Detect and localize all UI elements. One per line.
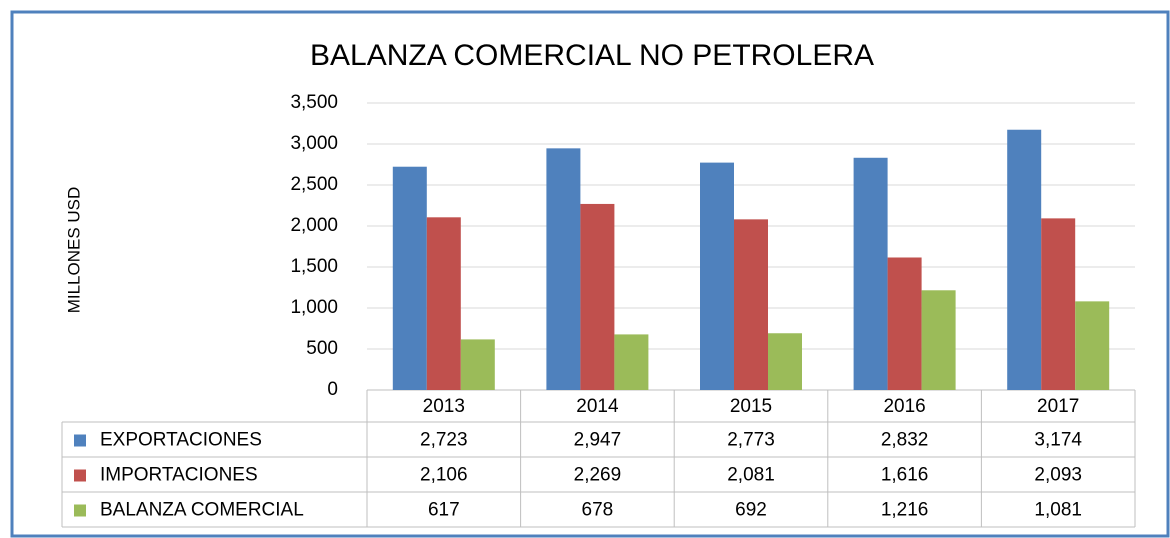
table-value: 692 bbox=[735, 500, 767, 521]
legend-key bbox=[74, 504, 86, 517]
bar bbox=[734, 219, 768, 390]
bar bbox=[853, 157, 888, 390]
bar bbox=[700, 162, 734, 390]
table-value: 2,093 bbox=[1034, 465, 1082, 486]
y-tick-label: 3,500 bbox=[290, 92, 338, 113]
table-value: 1,616 bbox=[881, 465, 929, 486]
table-value: 2,773 bbox=[727, 430, 775, 451]
legend-key bbox=[74, 434, 86, 447]
x-tick-label: 2017 bbox=[1037, 396, 1079, 417]
y-tick-label: 3,000 bbox=[290, 133, 338, 154]
y-tick-label: 500 bbox=[306, 338, 338, 359]
legend-label: EXPORTACIONES bbox=[100, 430, 262, 451]
bar bbox=[580, 203, 615, 390]
bar bbox=[546, 148, 581, 390]
bar bbox=[392, 166, 427, 390]
table-value: 2,081 bbox=[727, 465, 775, 486]
bar bbox=[460, 339, 495, 390]
x-tick-label: 2013 bbox=[423, 396, 465, 417]
y-tick-label: 1,500 bbox=[290, 256, 338, 277]
table-value: 3,174 bbox=[1034, 430, 1082, 451]
y-tick-label: 2,000 bbox=[290, 215, 338, 236]
table-value: 2,106 bbox=[420, 465, 468, 486]
bar bbox=[1007, 129, 1042, 390]
x-tick-label: 2016 bbox=[883, 396, 925, 417]
table-value: 2,832 bbox=[881, 430, 929, 451]
legend-key bbox=[74, 469, 86, 482]
bar bbox=[614, 334, 649, 390]
bar bbox=[1041, 218, 1076, 390]
chart-title: BALANZA COMERCIAL NO PETROLERA bbox=[310, 39, 874, 72]
table-value: 2,947 bbox=[574, 430, 622, 451]
y-tick-label: 2,500 bbox=[290, 174, 338, 195]
legend-label: BALANZA COMERCIAL bbox=[100, 500, 304, 521]
bar bbox=[768, 333, 802, 390]
table-value: 1,216 bbox=[881, 500, 929, 521]
y-tick-label: 0 bbox=[327, 379, 338, 400]
bar bbox=[426, 217, 461, 390]
y-axis-label: MILLONES USD bbox=[64, 187, 83, 314]
table-value: 2,269 bbox=[574, 465, 622, 486]
table-value: 1,081 bbox=[1034, 500, 1082, 521]
table-value: 2,723 bbox=[420, 430, 468, 451]
legend-label: IMPORTACIONES bbox=[100, 465, 258, 486]
table-value: 678 bbox=[582, 500, 614, 521]
table-value: 617 bbox=[428, 500, 460, 521]
bar bbox=[887, 257, 922, 390]
x-tick-label: 2014 bbox=[576, 396, 619, 417]
bar bbox=[1075, 301, 1110, 390]
x-tick-label: 2015 bbox=[730, 396, 772, 417]
y-tick-label: 1,000 bbox=[290, 297, 338, 318]
bar bbox=[921, 290, 956, 390]
